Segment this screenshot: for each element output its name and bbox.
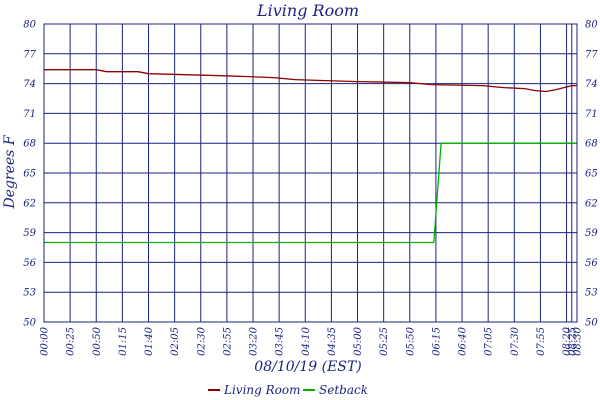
y-tick-label-left: 71 bbox=[23, 109, 36, 120]
y-tick-label-right: 77 bbox=[585, 49, 598, 60]
y-tick-label-left: 53 bbox=[23, 288, 36, 299]
y-tick-label-right: 59 bbox=[585, 228, 598, 239]
x-tick-label: 07:30 bbox=[510, 326, 521, 355]
x-tick-label: 05:50 bbox=[405, 326, 416, 355]
x-tick-label: 01:15 bbox=[118, 327, 129, 356]
legend-label-living-room: Living Room bbox=[223, 383, 301, 397]
series-line-living-room bbox=[44, 69, 577, 93]
y-tick-label-right: 53 bbox=[585, 288, 598, 299]
x-tick-label: 03:45 bbox=[275, 327, 286, 356]
legend: Living Room Setback bbox=[208, 383, 368, 397]
series-line-setback bbox=[44, 142, 577, 244]
x-tick-label: 03:20 bbox=[249, 326, 260, 355]
x-tick-label: 02:05 bbox=[170, 327, 181, 356]
y-tick-label-right: 56 bbox=[585, 258, 598, 269]
x-tick-label: 04:10 bbox=[301, 326, 312, 355]
y-tick-label-left: 65 bbox=[23, 169, 36, 180]
y-tick-label-left: 62 bbox=[23, 198, 36, 209]
x-tick-label: 05:00 bbox=[353, 326, 364, 355]
x-tick-label: 07:55 bbox=[536, 327, 547, 356]
x-tick-label: 05:25 bbox=[379, 327, 390, 356]
x-tick-label: 07:05 bbox=[484, 327, 495, 356]
x-tick-label: 02:55 bbox=[222, 327, 233, 356]
x-tick-label: 06:40 bbox=[458, 326, 469, 355]
x-tick-label: 00:00 bbox=[40, 326, 51, 355]
y-axis-label: Degrees F bbox=[2, 134, 18, 209]
x-tick-label: 08:25 bbox=[567, 327, 578, 356]
x-axis-label: 08/10/19 (EST) bbox=[254, 359, 361, 375]
x-tick-label: 04:35 bbox=[327, 327, 338, 356]
plot-frame bbox=[43, 23, 578, 323]
y-tick-label-right: 68 bbox=[585, 139, 598, 150]
x-tick-label: 02:30 bbox=[196, 326, 207, 355]
y-tick-label-right: 62 bbox=[585, 198, 598, 209]
y-tick-label-left: 74 bbox=[23, 79, 36, 90]
x-tick-label: 08:30 bbox=[573, 326, 584, 355]
legend-label-setback: Setback bbox=[319, 383, 368, 397]
y-tick-label-left: 80 bbox=[23, 20, 36, 31]
y-tick-label-left: 77 bbox=[23, 49, 36, 60]
x-tick-label: 06:15 bbox=[431, 327, 442, 356]
x-tick-label: 08:20 bbox=[562, 326, 573, 355]
chart-title: Living Room bbox=[256, 1, 359, 20]
y-tick-label-left: 68 bbox=[23, 139, 36, 150]
y-tick-label-left: 50 bbox=[23, 318, 36, 329]
y-tick-label-right: 65 bbox=[585, 169, 598, 180]
y-tick-label-left: 59 bbox=[23, 228, 36, 239]
y-tick-label-left: 56 bbox=[23, 258, 36, 269]
x-tick-label: 00:50 bbox=[92, 326, 103, 355]
y-tick-label-right: 74 bbox=[585, 79, 598, 90]
y-tick-label-right: 80 bbox=[585, 20, 598, 31]
x-tick-label: 01:40 bbox=[144, 326, 155, 355]
x-tick-label: 00:25 bbox=[66, 327, 77, 356]
y-tick-label-right: 71 bbox=[585, 109, 598, 120]
y-tick-label-right: 50 bbox=[585, 318, 598, 329]
